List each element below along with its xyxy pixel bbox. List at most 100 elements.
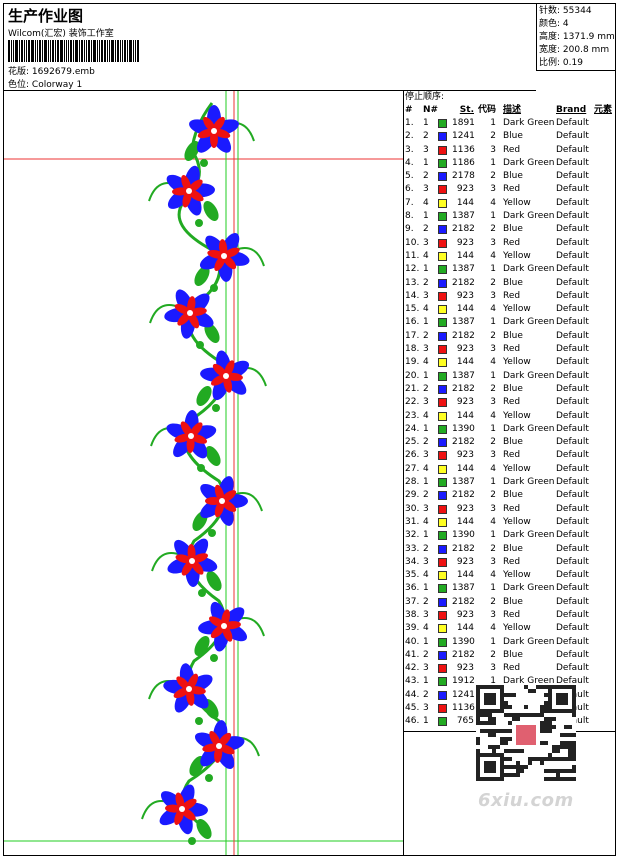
inner-petal <box>190 553 208 564</box>
stitch-count: 2182 <box>452 224 475 235</box>
barcode-bar <box>13 40 14 62</box>
color-description: Dark Green <box>503 211 555 222</box>
barcode-bar <box>19 40 20 62</box>
thread-brand: Default <box>556 277 589 288</box>
stitch-count: 923 <box>456 503 474 514</box>
table-row: 3. 3 1136 3 Red Default <box>404 144 615 157</box>
qr-module <box>504 757 508 761</box>
qr-module <box>560 741 564 745</box>
needle-number: 2 <box>423 649 429 660</box>
stitch-count: 923 <box>456 397 474 408</box>
needle-number: 3 <box>423 144 429 155</box>
qr-module <box>536 757 540 761</box>
needle-number: 4 <box>423 570 429 581</box>
barcode-bar <box>79 40 80 62</box>
row-number: 26. <box>405 450 420 461</box>
qr-module <box>508 713 512 717</box>
row-number: 36. <box>405 583 420 594</box>
needle-number: 1 <box>423 477 429 488</box>
stitch-count: 1387 <box>452 211 475 222</box>
bud <box>196 341 204 349</box>
inner-petal <box>220 490 237 503</box>
barcode-bar <box>88 40 90 62</box>
qr-module <box>516 765 520 769</box>
qr-code <box>476 685 576 781</box>
qr-module <box>476 737 480 741</box>
barcode-bar <box>107 40 108 62</box>
stitch-count: 144 <box>456 304 474 315</box>
row-number: 41. <box>405 649 420 660</box>
qr-module <box>524 713 528 717</box>
color-swatch <box>438 318 447 328</box>
table-row: 41. 2 2182 2 Blue Default <box>404 649 615 662</box>
qr-module <box>508 749 512 753</box>
table-row: 22. 3 923 3 Red Default <box>404 396 615 409</box>
barcode-bar <box>86 40 87 62</box>
qr-module <box>532 713 536 717</box>
barcode-bar <box>31 40 34 62</box>
table-row: 14. 3 923 3 Red Default <box>404 290 615 303</box>
stat-label: 颜色: <box>539 19 561 29</box>
qr-module <box>568 777 572 781</box>
stat-value: 1371.9 mm <box>562 32 615 42</box>
stitch-count: 144 <box>456 197 474 208</box>
row-number: 13. <box>405 277 420 288</box>
needle-number: 1 <box>423 370 429 381</box>
stitch-count: 923 <box>456 663 474 674</box>
barcode-bar <box>52 40 54 62</box>
table-row: 2. 2 1241 2 Blue Default <box>404 130 615 143</box>
qr-module <box>528 689 532 693</box>
color-swatch <box>438 610 447 620</box>
barcode-bar <box>122 40 123 62</box>
leaf <box>194 636 210 656</box>
qr-module <box>544 777 548 781</box>
table-row: 27. 4 144 4 Yellow Default <box>404 463 615 476</box>
row-number: 3. <box>405 144 414 155</box>
table-row: 6. 3 923 3 Red Default <box>404 183 615 196</box>
qr-module <box>500 737 504 741</box>
qr-finder-core <box>484 693 496 705</box>
bud <box>198 589 206 597</box>
needle-number: 1 <box>423 636 429 647</box>
qr-module <box>484 721 488 725</box>
qr-module <box>516 769 520 773</box>
row-number: 25. <box>405 437 420 448</box>
stitch-count: 2182 <box>452 649 475 660</box>
col-element: 元素 <box>594 105 613 115</box>
color-description: Red <box>503 663 521 674</box>
thread-brand: Default <box>556 410 589 421</box>
needle-number: 3 <box>423 450 429 461</box>
color-description: Red <box>503 144 521 155</box>
qr-module <box>556 757 560 761</box>
qr-module <box>484 729 488 733</box>
needle-number: 3 <box>423 556 429 567</box>
color-description: Red <box>503 556 521 567</box>
color-code: 1 <box>490 157 496 168</box>
table-header: # N# St. 代码 描述 Brand 元素 <box>404 104 615 117</box>
stitch-count: 923 <box>456 556 474 567</box>
thread-brand: Default <box>556 543 589 554</box>
stitch-count: 1241 <box>452 689 475 700</box>
qr-module <box>556 749 560 753</box>
barcode-bar <box>60 40 63 62</box>
color-code: 4 <box>490 570 496 581</box>
row-number: 29. <box>405 490 420 501</box>
row-number: 7. <box>405 197 414 208</box>
stitch-count: 1387 <box>452 370 475 381</box>
thread-brand: Default <box>556 118 589 128</box>
thread-brand: Default <box>556 370 589 381</box>
qr-module <box>504 749 508 753</box>
barcode-bar <box>11 40 12 62</box>
color-swatch <box>438 371 447 381</box>
color-code: 1 <box>490 423 496 434</box>
qr-module <box>568 725 572 729</box>
thread-brand: Default <box>556 157 589 168</box>
barcode-bar <box>75 40 78 62</box>
stitch-count: 144 <box>456 463 474 474</box>
flower-center <box>216 743 222 749</box>
qr-module <box>572 757 576 761</box>
table-row: 29. 2 2182 2 Blue Default <box>404 489 615 502</box>
qr-module <box>516 749 520 753</box>
color-code: 1 <box>490 676 496 687</box>
thread-brand: Default <box>556 423 589 434</box>
